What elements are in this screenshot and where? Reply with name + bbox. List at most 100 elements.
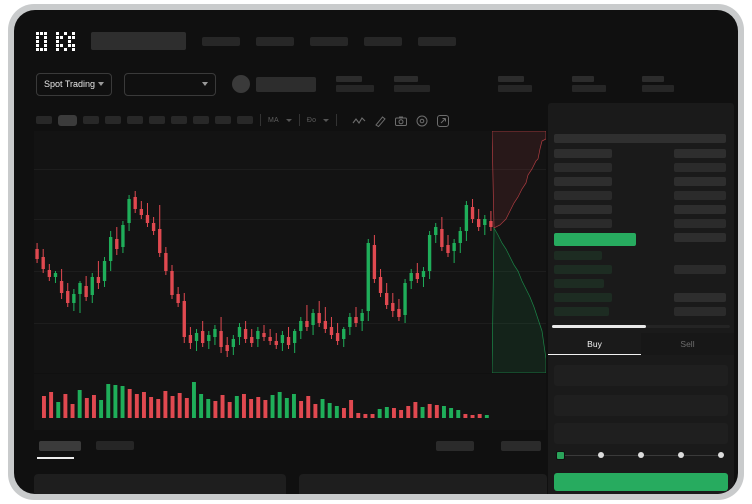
volume-series bbox=[42, 382, 489, 418]
chart-gridline bbox=[34, 219, 546, 220]
orderbook-row[interactable] bbox=[554, 149, 612, 158]
orderbook-row[interactable] bbox=[554, 293, 612, 302]
bottom-action-2[interactable] bbox=[501, 441, 541, 451]
orderbook-row[interactable] bbox=[638, 134, 726, 143]
orderbook-row[interactable] bbox=[554, 134, 642, 143]
chart-gridline bbox=[34, 271, 546, 272]
chevron-down-icon bbox=[202, 82, 208, 86]
order-amount-field[interactable] bbox=[554, 395, 728, 416]
toolbar-divider bbox=[298, 114, 300, 126]
camera-snapshot-icon[interactable] bbox=[394, 114, 408, 127]
orderbook-row[interactable] bbox=[674, 191, 726, 200]
slider-stop-100[interactable] bbox=[718, 452, 724, 458]
bottom-tab-active-underline bbox=[37, 457, 74, 459]
order-total-field[interactable] bbox=[554, 423, 728, 444]
order-price-field[interactable] bbox=[554, 365, 728, 386]
nav-item-4[interactable] bbox=[364, 36, 402, 46]
nav-item-2[interactable] bbox=[256, 36, 294, 46]
settings-gear-icon[interactable] bbox=[415, 114, 428, 127]
timeframe-btn-1[interactable] bbox=[36, 116, 52, 124]
slider-stop-75[interactable] bbox=[678, 452, 684, 458]
orderbook-row[interactable] bbox=[554, 177, 612, 186]
toolbar-divider bbox=[260, 114, 261, 126]
orderbook-row[interactable] bbox=[674, 307, 726, 316]
tab-buy-label: Buy bbox=[587, 338, 602, 349]
device-frame: Spot Trading bbox=[8, 4, 744, 500]
slider-stop-50[interactable] bbox=[638, 452, 644, 458]
orderbook-list[interactable] bbox=[548, 130, 734, 320]
timeframe-btn-3[interactable] bbox=[83, 116, 99, 124]
chart-gridline bbox=[34, 169, 546, 170]
orderbook-current-price-row[interactable] bbox=[554, 233, 636, 246]
pair-avatar bbox=[232, 75, 250, 93]
bottom-panel-left bbox=[34, 474, 286, 494]
orderbook-row[interactable] bbox=[674, 205, 726, 214]
trading-mode-dropdown[interactable]: Spot Trading bbox=[36, 72, 112, 96]
bottom-tab-2[interactable] bbox=[96, 441, 134, 450]
orderbook-row[interactable] bbox=[674, 293, 726, 302]
nav-item-3[interactable] bbox=[310, 36, 348, 46]
slider-handle[interactable] bbox=[556, 451, 565, 460]
timeframe-btn-2[interactable] bbox=[58, 114, 77, 126]
place-buy-order-button[interactable] bbox=[554, 473, 728, 491]
market-stat-3 bbox=[498, 76, 532, 92]
orderbook-row[interactable] bbox=[554, 205, 612, 214]
market-stat-2 bbox=[394, 76, 430, 92]
nav-brand-title bbox=[91, 32, 186, 50]
orderbook-trade-panel: Buy Sell bbox=[548, 103, 734, 494]
bottom-tab-1[interactable] bbox=[39, 441, 81, 451]
nav-item-1[interactable] bbox=[202, 36, 240, 46]
okx-logo[interactable] bbox=[36, 31, 79, 51]
line-chart-icon[interactable] bbox=[352, 114, 366, 127]
chevron-down-icon[interactable] bbox=[323, 118, 330, 122]
orderbook-row[interactable] bbox=[674, 163, 726, 172]
ma-indicator-label[interactable]: MA bbox=[268, 116, 279, 124]
timeframe-btn-5[interactable] bbox=[127, 116, 143, 124]
market-depth-chart bbox=[492, 131, 546, 373]
timeframe-btn-6[interactable] bbox=[149, 116, 165, 124]
tab-sell-label: Sell bbox=[680, 339, 695, 349]
timeframe-btn-8[interactable] bbox=[193, 116, 209, 124]
indicator-label[interactable]: Ðo bbox=[306, 116, 317, 124]
orderbook-scrollbar[interactable] bbox=[552, 325, 730, 328]
toolbar-divider bbox=[336, 114, 338, 126]
price-chart[interactable] bbox=[34, 131, 546, 373]
orderbook-row[interactable] bbox=[674, 265, 726, 274]
chevron-down-icon[interactable] bbox=[285, 118, 292, 122]
slider-stop-25[interactable] bbox=[598, 452, 604, 458]
order-amount-slider[interactable] bbox=[556, 450, 726, 460]
trading-mode-label: Spot Trading bbox=[43, 79, 96, 89]
nav-item-5[interactable] bbox=[418, 36, 456, 46]
timeframe-btn-9[interactable] bbox=[215, 116, 231, 124]
orderbook-row[interactable] bbox=[674, 149, 726, 158]
orderbook-row[interactable] bbox=[554, 265, 612, 274]
orderbook-row[interactable] bbox=[554, 307, 609, 316]
volume-chart[interactable] bbox=[34, 374, 546, 430]
orderbook-row[interactable] bbox=[674, 233, 726, 242]
orderbook-row[interactable] bbox=[674, 177, 726, 186]
app-screen: Spot Trading bbox=[14, 10, 738, 494]
trade-form-tabs: Buy Sell bbox=[548, 333, 734, 355]
timeframe-btn-4[interactable] bbox=[105, 116, 121, 124]
tab-sell[interactable]: Sell bbox=[641, 333, 734, 355]
chart-gridline bbox=[34, 323, 546, 324]
orderbook-row[interactable] bbox=[674, 219, 726, 228]
top-navigation-bar bbox=[14, 24, 738, 58]
orderbook-row[interactable] bbox=[554, 163, 612, 172]
timeframe-btn-7[interactable] bbox=[171, 116, 187, 124]
bottom-tab-bar bbox=[34, 436, 546, 462]
orderbook-row[interactable] bbox=[554, 251, 602, 260]
timeframe-btn-10[interactable] bbox=[237, 116, 253, 124]
pair-name-label bbox=[256, 76, 316, 92]
chevron-down-icon bbox=[98, 82, 105, 86]
orderbook-row[interactable] bbox=[554, 279, 604, 288]
market-stat-4 bbox=[572, 76, 606, 92]
orderbook-row[interactable] bbox=[554, 219, 612, 228]
trading-pair-select[interactable] bbox=[124, 72, 216, 96]
orderbook-row[interactable] bbox=[554, 191, 612, 200]
bottom-action-1[interactable] bbox=[436, 441, 474, 451]
market-stat-1 bbox=[336, 76, 374, 92]
pencil-draw-icon[interactable] bbox=[373, 114, 386, 127]
fullscreen-icon[interactable] bbox=[436, 114, 450, 127]
tab-buy[interactable]: Buy bbox=[548, 333, 641, 355]
